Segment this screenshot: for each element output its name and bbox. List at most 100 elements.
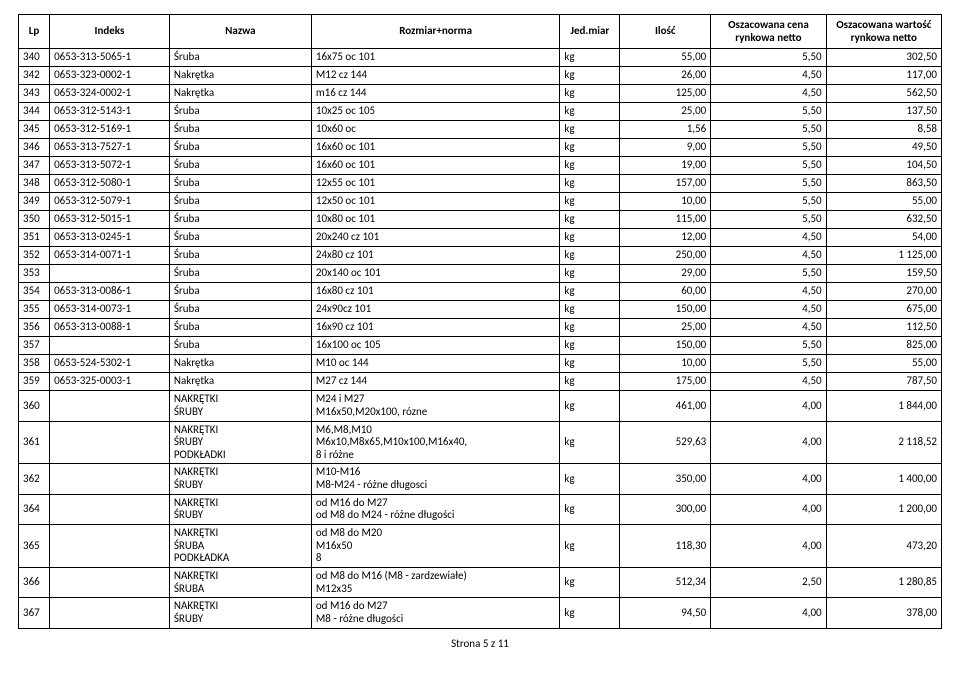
table-row: 3430653-324-0002-1Nakrętkam16 cz 144kg12… <box>19 85 942 103</box>
cell-cena: 5,50 <box>711 337 826 355</box>
cell-jed: kg <box>560 391 620 421</box>
cell-ilosc: 26,00 <box>620 67 711 85</box>
cell-indeks: 0653-312-5169-1 <box>50 121 170 139</box>
cell-ilosc: 25,00 <box>620 319 711 337</box>
cell-indeks: 0653-312-5079-1 <box>50 193 170 211</box>
cell-jed: kg <box>560 464 620 494</box>
cell-indeks <box>50 494 170 524</box>
cell-indeks <box>50 391 170 421</box>
cell-cena: 5,50 <box>711 103 826 121</box>
cell-indeks <box>50 598 170 628</box>
cell-nazwa: Śruba <box>169 247 311 265</box>
cell-rozmiar: 16x80 cz 101 <box>311 283 560 301</box>
cell-wartosc: 49,50 <box>826 139 941 157</box>
cell-ilosc: 29,00 <box>620 265 711 283</box>
col-indeks: Indeks <box>50 15 170 49</box>
cell-indeks: 0653-313-7527-1 <box>50 139 170 157</box>
table-header-row: Lp Indeks Nazwa Rozmiar+norma Jed.miar I… <box>19 15 942 49</box>
cell-wartosc: 104,50 <box>826 157 941 175</box>
cell-cena: 4,00 <box>711 494 826 524</box>
table-row: 3500653-312-5015-1Śruba10x80 oc 101kg115… <box>19 211 942 229</box>
cell-jed: kg <box>560 319 620 337</box>
cell-indeks <box>50 464 170 494</box>
cell-rozmiar: 12x50 oc 101 <box>311 193 560 211</box>
cell-lp: 340 <box>19 49 50 67</box>
cell-cena: 5,50 <box>711 157 826 175</box>
cell-rozmiar: M27 cz 144 <box>311 373 560 391</box>
table-row: 3450653-312-5169-1Śruba10x60 ockg1,565,5… <box>19 121 942 139</box>
cell-indeks: 0653-312-5080-1 <box>50 175 170 193</box>
cell-indeks: 0653-313-0088-1 <box>50 319 170 337</box>
col-cena: Oszacowana cena rynkowa netto <box>711 15 826 49</box>
cell-wartosc: 675,00 <box>826 301 941 319</box>
cell-rozmiar: 16x60 oc 101 <box>311 157 560 175</box>
cell-ilosc: 150,00 <box>620 337 711 355</box>
table-row: 3520653-314-0071-1Śruba24x80 cz 101kg250… <box>19 247 942 265</box>
cell-jed: kg <box>560 301 620 319</box>
table-row: 3560653-313-0088-1Śruba16x90 cz 101kg25,… <box>19 319 942 337</box>
table-row: 364NAKRĘTKI ŚRUBYod M16 do M27 od M8 do … <box>19 494 942 524</box>
cell-lp: 349 <box>19 193 50 211</box>
cell-jed: kg <box>560 139 620 157</box>
cell-rozmiar: od M16 do M27 od M8 do M24 - różne długo… <box>311 494 560 524</box>
cell-nazwa: Śruba <box>169 49 311 67</box>
cell-wartosc: 1 400,00 <box>826 464 941 494</box>
cell-cena: 4,00 <box>711 391 826 421</box>
cell-rozmiar: 12x55 oc 101 <box>311 175 560 193</box>
cell-rozmiar: M24 i M27 M16x50,M20x100, rózne <box>311 391 560 421</box>
cell-nazwa: Śruba <box>169 283 311 301</box>
cell-wartosc: 562,50 <box>826 85 941 103</box>
table-row: 361NAKRĘTKI ŚRUBY PODKŁADKIM6,M8,M10 M6x… <box>19 421 942 464</box>
cell-nazwa: Śruba <box>169 139 311 157</box>
cell-ilosc: 512,34 <box>620 567 711 597</box>
cell-ilosc: 1,56 <box>620 121 711 139</box>
cell-lp: 361 <box>19 421 50 464</box>
cell-wartosc: 159,50 <box>826 265 941 283</box>
cell-jed: kg <box>560 337 620 355</box>
cell-nazwa: Nakrętka <box>169 355 311 373</box>
cell-ilosc: 118,30 <box>620 525 711 568</box>
cell-nazwa: Śruba <box>169 319 311 337</box>
cell-cena: 2,50 <box>711 567 826 597</box>
table-row: 362NAKRĘTKI ŚRUBYM10-M16 M8-M24 - różne … <box>19 464 942 494</box>
cell-indeks: 0653-312-5143-1 <box>50 103 170 121</box>
cell-ilosc: 10,00 <box>620 355 711 373</box>
cell-nazwa: Śruba <box>169 157 311 175</box>
cell-indeks: 0653-312-5015-1 <box>50 211 170 229</box>
cell-lp: 355 <box>19 301 50 319</box>
cell-lp: 364 <box>19 494 50 524</box>
cell-rozmiar: 10x80 oc 101 <box>311 211 560 229</box>
cell-cena: 4,50 <box>711 85 826 103</box>
cell-lp: 366 <box>19 567 50 597</box>
cell-wartosc: 117,00 <box>826 67 941 85</box>
cell-rozmiar: M10 oc 144 <box>311 355 560 373</box>
cell-cena: 4,50 <box>711 373 826 391</box>
cell-lp: 357 <box>19 337 50 355</box>
cell-rozmiar: 24x80 cz 101 <box>311 247 560 265</box>
cell-nazwa: Śruba <box>169 193 311 211</box>
cell-lp: 360 <box>19 391 50 421</box>
cell-wartosc: 787,50 <box>826 373 941 391</box>
cell-rozmiar: 20x240 cz 101 <box>311 229 560 247</box>
cell-rozmiar: 10x25 oc 105 <box>311 103 560 121</box>
cell-rozmiar: 16x100 oc 105 <box>311 337 560 355</box>
cell-cena: 5,50 <box>711 211 826 229</box>
cell-indeks: 0653-313-5065-1 <box>50 49 170 67</box>
cell-cena: 4,00 <box>711 525 826 568</box>
table-row: 3540653-313-0086-1Śruba16x80 cz 101kg60,… <box>19 283 942 301</box>
cell-ilosc: 300,00 <box>620 494 711 524</box>
cell-jed: kg <box>560 67 620 85</box>
cell-cena: 4,50 <box>711 319 826 337</box>
cell-cena: 5,50 <box>711 139 826 157</box>
cell-jed: kg <box>560 494 620 524</box>
col-nazwa: Nazwa <box>169 15 311 49</box>
table-row: 3470653-313-5072-1Śruba16x60 oc 101kg19,… <box>19 157 942 175</box>
cell-lp: 367 <box>19 598 50 628</box>
cell-wartosc: 55,00 <box>826 355 941 373</box>
cell-cena: 4,50 <box>711 247 826 265</box>
cell-ilosc: 94,50 <box>620 598 711 628</box>
cell-lp: 356 <box>19 319 50 337</box>
cell-cena: 4,50 <box>711 301 826 319</box>
cell-ilosc: 55,00 <box>620 49 711 67</box>
cell-jed: kg <box>560 355 620 373</box>
